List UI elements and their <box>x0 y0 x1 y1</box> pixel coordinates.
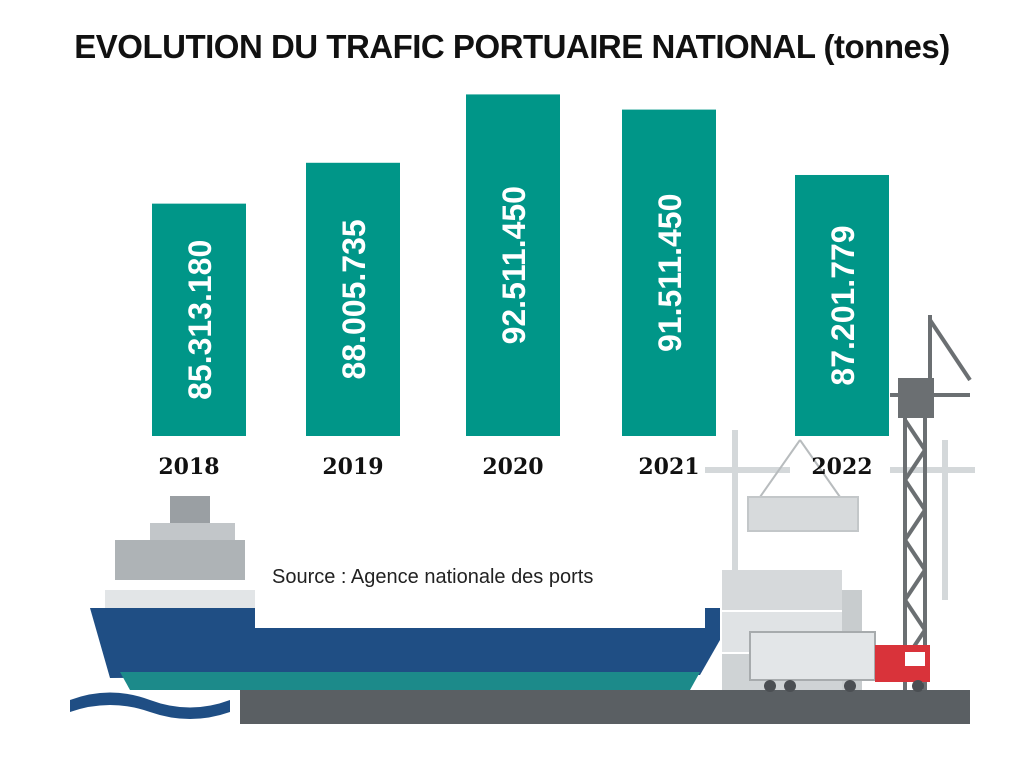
x-tick-label-2022: 2022 <box>811 454 872 480</box>
hanging-container-icon <box>747 439 859 532</box>
chart-title: EVOLUTION DU TRAFIC PORTUAIRE NATIONAL (… <box>74 28 950 65</box>
x-tick-label-2021: 2021 <box>638 454 699 480</box>
dock-icon <box>240 690 970 724</box>
crane-cabin-icon <box>898 378 934 418</box>
x-tick-label-2018: 2018 <box>158 454 219 480</box>
crane-icon <box>890 315 972 690</box>
bar-value-label-2022: 87.201.779 <box>825 225 861 385</box>
bar-value-label-2019: 88.005.735 <box>336 219 372 379</box>
bar-value-label-2018: 85.313.180 <box>182 240 218 400</box>
x-tick-label-2020: 2020 <box>482 454 543 480</box>
bar-2019 <box>306 162 400 437</box>
bar-2021 <box>622 109 716 436</box>
x-tick-label-2019: 2019 <box>322 454 383 480</box>
waves-icon <box>70 692 230 719</box>
truck-icon <box>749 631 930 692</box>
bar-2022 <box>795 174 889 437</box>
bar-value-label-2020: 92.511.450 <box>496 186 532 344</box>
bar-2020 <box>466 94 560 437</box>
bar-2018 <box>152 203 246 436</box>
source-panel <box>255 440 705 628</box>
bar-value-label-2021: 91.511.450 <box>652 194 688 352</box>
source-note: Source : Agence nationale des ports <box>272 566 594 588</box>
